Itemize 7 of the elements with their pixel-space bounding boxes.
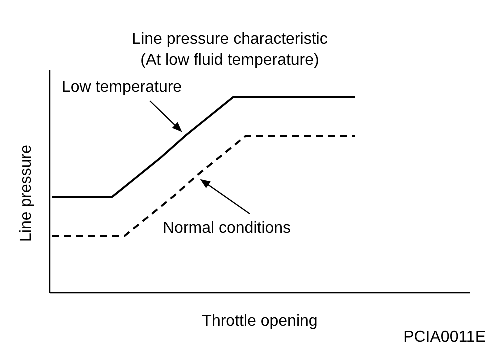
chart-title: Line pressure characteristic <box>132 31 328 48</box>
y-axis-title: Line pressure <box>18 144 35 242</box>
chart-subtitle: (At low fluid temperature) <box>140 52 320 69</box>
legend-label: Normal conditions <box>163 220 292 237</box>
x-axis-title: Throttle opening <box>202 313 318 330</box>
text: Low temperature <box>62 79 182 96</box>
text: PCIA0011E <box>404 329 486 346</box>
